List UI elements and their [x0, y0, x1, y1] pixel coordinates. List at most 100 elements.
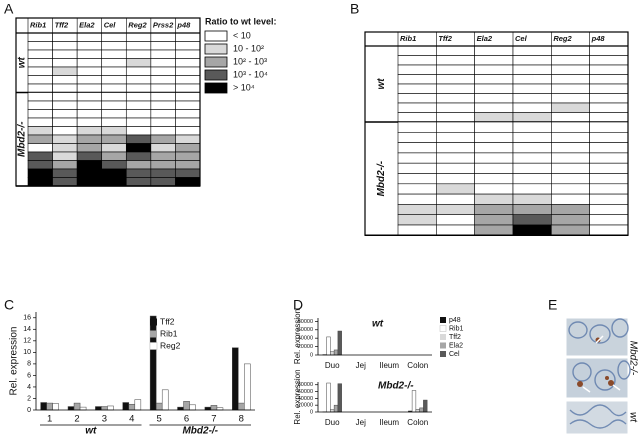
heat-cell — [101, 75, 127, 85]
heat-cell — [76, 109, 103, 119]
heat-cell — [436, 45, 475, 56]
panel-letter: E — [548, 297, 557, 313]
group-label: Mbd2-/- — [376, 160, 387, 196]
heat-cell — [52, 160, 78, 170]
gland-outlines — [568, 318, 631, 429]
bar — [161, 389, 169, 411]
heat-cell — [436, 152, 475, 164]
heat-cell — [589, 64, 629, 75]
bar — [177, 406, 184, 411]
bar — [101, 406, 108, 411]
bar — [423, 399, 428, 413]
heat-cell — [474, 142, 514, 154]
x-tick-label: Ileum — [379, 418, 399, 427]
heat-cell — [175, 143, 201, 153]
heat-cell — [27, 83, 53, 93]
heat-cell — [551, 102, 590, 113]
heat-cell — [512, 132, 552, 143]
heat-cell — [436, 142, 475, 154]
heat-cell — [175, 32, 201, 42]
heat-cell — [125, 58, 152, 68]
y-tick-label: 40000 — [298, 396, 313, 402]
heat-cell — [474, 173, 514, 185]
bar — [52, 403, 59, 411]
bar — [419, 407, 424, 413]
bar — [337, 383, 342, 413]
heat-cell — [150, 58, 176, 68]
heat-cell — [551, 142, 590, 154]
heat-cell — [76, 134, 103, 144]
heat-cell — [397, 132, 437, 143]
heat-cell — [52, 168, 78, 178]
heat-cell — [52, 92, 78, 102]
heat-cell — [125, 41, 152, 51]
heat-cell — [101, 117, 127, 127]
legend-swatch — [204, 43, 228, 55]
bar — [128, 403, 136, 411]
legend-label: Ela2 — [449, 342, 463, 349]
panel-letter: A — [4, 1, 14, 17]
column-header: Ela2 — [477, 34, 493, 43]
heat-cell — [397, 173, 437, 185]
micrograph-caption: wt — [627, 412, 638, 423]
y-tick-label: 40000 — [298, 336, 313, 342]
group-label: Mbd2-/- — [17, 121, 28, 157]
y-tick-label: 0 — [310, 409, 313, 415]
heat-cell — [397, 112, 437, 123]
heat-cell — [589, 83, 629, 94]
heat-cell — [397, 193, 437, 205]
heat-cell — [512, 45, 552, 56]
heat-cell — [397, 83, 437, 94]
heat-cell — [125, 75, 152, 85]
heat-cell — [27, 168, 53, 178]
heat-cell — [76, 151, 103, 161]
column-header: Tff2 — [55, 20, 69, 29]
heat-cell — [175, 151, 201, 161]
heat-cell — [150, 117, 176, 127]
x-tick-label: 4 — [129, 414, 134, 425]
heat-cell — [474, 102, 514, 113]
group-label: wt — [17, 57, 28, 69]
heat-cell — [175, 160, 201, 170]
micrograph-caption: Mbd2-/- — [627, 341, 638, 376]
y-tick-label: 16 — [23, 315, 31, 322]
x-tick-label: Duo — [325, 418, 340, 427]
heat-cell — [436, 74, 475, 85]
heat-cell — [27, 151, 53, 161]
bar — [46, 402, 53, 411]
heat-cell — [52, 75, 78, 85]
heat-cell — [436, 102, 475, 113]
heat-cell — [474, 121, 514, 133]
heat-cell — [101, 109, 127, 119]
arrows — [582, 335, 621, 393]
heat-cell — [436, 64, 475, 75]
heat-cell — [125, 49, 152, 59]
heat-cell — [150, 134, 176, 144]
heat-cell — [150, 168, 176, 178]
heat-cell — [551, 93, 590, 104]
heat-cell — [125, 143, 152, 153]
heat-cell — [397, 74, 437, 85]
heat-cell — [27, 32, 53, 42]
heat-cell — [589, 132, 629, 143]
heat-cell — [125, 66, 152, 76]
heat-cell — [512, 93, 552, 104]
heat-cell — [589, 224, 629, 236]
heat-cell — [436, 214, 475, 226]
heat-cell — [512, 183, 552, 195]
legend-label: Cel — [449, 351, 460, 358]
heat-cell — [589, 152, 629, 164]
heat-cell — [52, 41, 78, 51]
bar — [95, 406, 102, 411]
heat-cell — [589, 193, 629, 205]
heat-cell — [512, 214, 552, 226]
heat-cell — [397, 204, 437, 215]
bar — [244, 363, 251, 411]
bar — [73, 402, 81, 411]
heat-cell — [52, 100, 78, 110]
heat-cell — [474, 112, 514, 123]
bar — [210, 405, 218, 411]
heat-cell — [101, 134, 127, 144]
heat-cell — [27, 49, 53, 59]
heat-cell — [397, 102, 437, 113]
